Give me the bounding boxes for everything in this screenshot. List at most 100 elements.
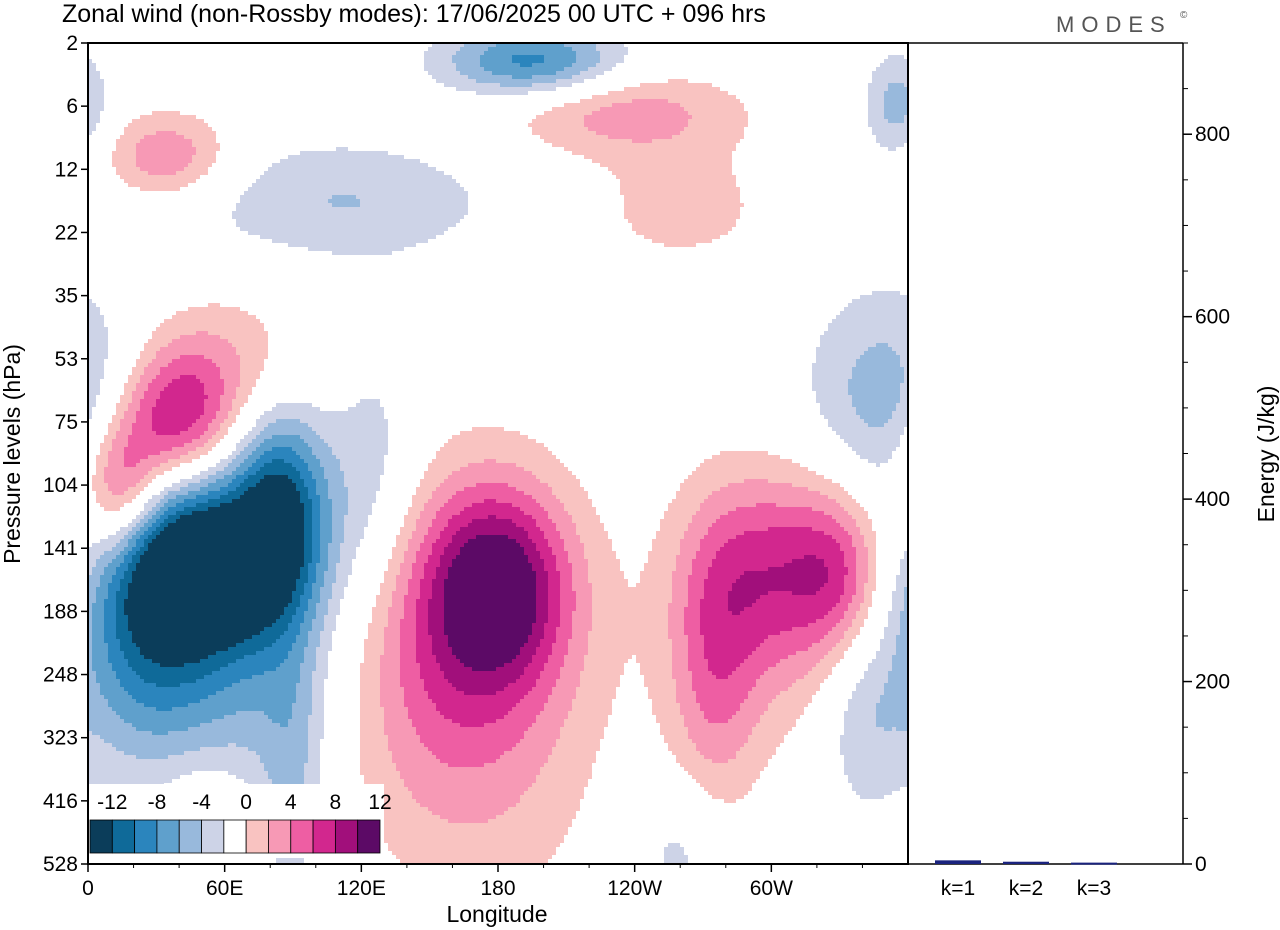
energy-tick-label: 0	[1195, 853, 1207, 876]
heatmap-cell	[104, 615, 116, 619]
heatmap-cell	[668, 747, 696, 751]
heatmap-cell	[140, 555, 304, 559]
heatmap-cell	[700, 607, 728, 611]
heatmap-cell	[364, 775, 400, 779]
heatmap-cell	[544, 139, 632, 143]
heatmap-cell	[708, 531, 744, 535]
heatmap-cell	[560, 607, 576, 611]
heatmap-cell	[184, 499, 208, 503]
heatmap-cell	[884, 99, 908, 103]
heatmap-cell	[672, 595, 688, 599]
heatmap-cell	[556, 71, 580, 75]
heatmap-cell	[96, 595, 108, 599]
heatmap-cell	[92, 571, 104, 575]
heatmap-cell	[132, 695, 208, 699]
heatmap-cell	[544, 563, 556, 567]
heatmap-cell	[452, 683, 508, 687]
heatmap-cell	[560, 731, 604, 735]
heatmap-cell	[96, 495, 136, 499]
heatmap-cell	[676, 755, 704, 759]
heatmap-cell	[100, 555, 116, 559]
heatmap-cell	[136, 415, 152, 419]
heatmap-cell	[496, 719, 536, 723]
heatmap-cell	[644, 675, 672, 679]
heatmap-cell	[432, 591, 444, 595]
heatmap-cell	[136, 551, 144, 555]
heatmap-cell	[328, 607, 340, 611]
heatmap-cell	[360, 399, 380, 403]
heatmap-cell	[228, 483, 240, 487]
heatmap-cell	[240, 371, 260, 375]
heatmap-cell	[368, 635, 384, 639]
heatmap-cell	[444, 547, 460, 551]
heatmap-cell	[748, 739, 784, 743]
heatmap-cell	[116, 635, 132, 639]
heatmap-cell	[120, 647, 140, 651]
heatmap-cell	[880, 647, 896, 651]
heatmap-cell	[900, 559, 908, 563]
heatmap-cell	[312, 695, 324, 699]
heatmap-cell	[88, 383, 100, 387]
heatmap-cell	[304, 587, 312, 591]
heatmap-cell	[648, 551, 680, 555]
heatmap-cell	[712, 491, 820, 495]
heatmap-cell	[668, 843, 680, 847]
heatmap-cell	[276, 619, 292, 623]
heatmap-cell	[324, 467, 340, 471]
heatmap-cell	[452, 55, 480, 59]
heatmap-cell	[780, 631, 828, 635]
heatmap-cell	[536, 583, 548, 587]
heatmap-cell	[400, 567, 412, 571]
heatmap-cell	[232, 459, 244, 463]
heatmap-cell	[544, 667, 560, 671]
heatmap-cell	[448, 519, 472, 523]
heatmap-cell	[848, 775, 908, 779]
heatmap-cell	[864, 671, 888, 675]
heatmap-cell	[880, 143, 904, 147]
heatmap-cell	[88, 367, 104, 371]
heatmap-cell	[680, 539, 700, 543]
heatmap-cell	[244, 435, 256, 439]
heatmap-cell	[388, 567, 400, 571]
heatmap-cell	[744, 531, 824, 535]
heatmap-cell	[300, 671, 312, 675]
heatmap-cell	[284, 459, 304, 463]
heatmap-cell	[860, 603, 872, 607]
heatmap-cell	[344, 479, 380, 483]
heatmap-cell	[744, 479, 768, 483]
heatmap-cell	[456, 687, 504, 691]
heatmap-cell	[364, 639, 384, 643]
heatmap-cell	[380, 667, 400, 671]
heatmap-cell	[156, 683, 180, 687]
heatmap-cell	[412, 791, 524, 795]
heatmap-cell	[876, 651, 896, 655]
heatmap-cell	[876, 719, 908, 723]
heatmap-cell	[300, 603, 308, 607]
heatmap-cell	[132, 547, 140, 551]
heatmap-cell	[92, 635, 104, 639]
heatmap-cell	[380, 671, 400, 675]
heatmap-cell	[320, 495, 328, 499]
heatmap-cell	[444, 611, 536, 615]
heatmap-cell	[320, 499, 332, 503]
heatmap-cell	[124, 599, 292, 603]
heatmap-cell	[564, 103, 612, 107]
heatmap-cell	[264, 463, 292, 467]
heatmap-cell	[416, 519, 432, 523]
heatmap-cell	[104, 739, 308, 743]
energy-bar	[1003, 861, 1049, 864]
heatmap-cell	[128, 551, 136, 555]
heatmap-cell	[676, 495, 708, 499]
heatmap-cell	[840, 743, 908, 747]
heatmap-cell	[884, 687, 908, 691]
heatmap-cell	[236, 643, 272, 647]
heatmap-cell	[708, 527, 768, 531]
heatmap-cell	[536, 603, 548, 607]
heatmap-cell	[632, 99, 668, 103]
heatmap-cell	[708, 571, 744, 575]
heatmap-cell	[496, 815, 576, 819]
heatmap-cell	[532, 75, 572, 79]
heatmap-cell	[592, 599, 672, 603]
heatmap-cell	[176, 311, 248, 315]
heatmap-cell	[296, 691, 312, 695]
